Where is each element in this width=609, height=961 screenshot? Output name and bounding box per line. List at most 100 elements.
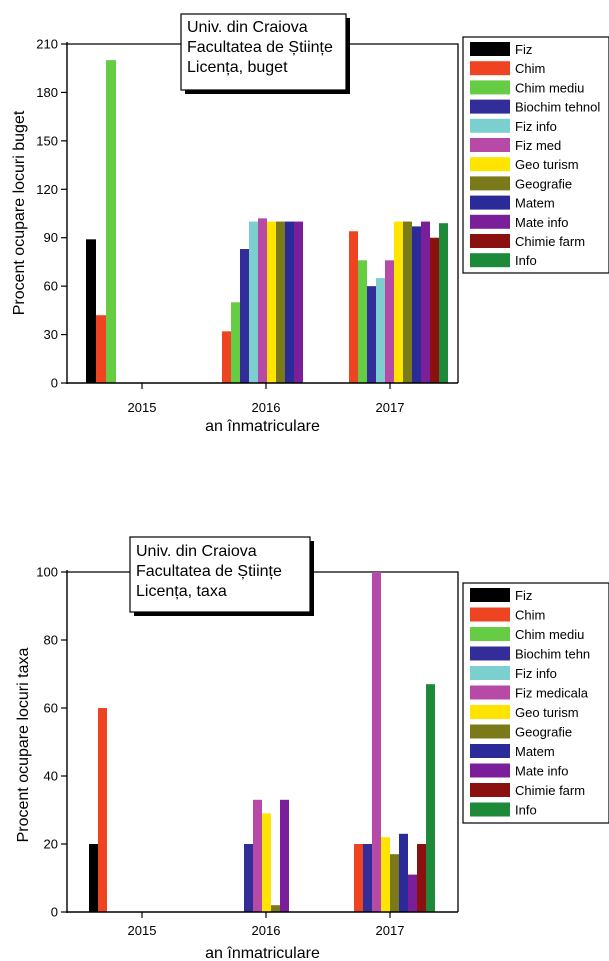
legend-label: Fiz med <box>515 138 561 153</box>
legend-label: Geo turism <box>515 157 579 172</box>
legend-label: Chimie farm <box>515 783 585 798</box>
legend-label: Chim mediu <box>515 80 584 95</box>
legend-swatch <box>470 588 510 602</box>
bar <box>412 226 421 383</box>
bar <box>417 844 426 912</box>
bar <box>280 799 289 912</box>
bar <box>98 708 107 912</box>
legend-label: Mate info <box>515 764 568 779</box>
legend-swatch <box>470 685 510 700</box>
bar <box>276 221 285 383</box>
y-tick-label: 0 <box>51 905 58 920</box>
legend-label: Chimie farm <box>515 234 585 249</box>
y-tick-label: 90 <box>44 230 58 245</box>
legend-swatch <box>470 607 510 622</box>
bar <box>385 260 394 383</box>
legend-swatch <box>470 118 510 133</box>
y-tick-label: 210 <box>36 37 58 52</box>
bar <box>294 221 303 383</box>
bar <box>376 278 385 383</box>
legend-swatch <box>470 744 510 758</box>
bar <box>367 286 376 383</box>
legend-label: Geografie <box>515 725 572 740</box>
bar <box>358 260 367 383</box>
legend-label: Fiz <box>515 42 532 57</box>
bar <box>231 302 240 383</box>
legend-label: Info <box>515 253 537 268</box>
legend-swatch <box>470 783 510 797</box>
legend-swatch <box>470 157 510 172</box>
annotation-box <box>129 536 311 613</box>
bar <box>349 231 358 383</box>
legend-label: Biochim tehnol <box>515 100 600 115</box>
bar <box>372 572 381 912</box>
y-tick-label: 120 <box>36 182 58 197</box>
annotation-line: Licența, taxa <box>136 583 227 600</box>
y-tick-label: 150 <box>36 133 58 148</box>
legend-label: Matem <box>515 744 555 759</box>
annotation-box <box>180 13 347 91</box>
legend-label: Geografie <box>515 176 572 191</box>
bar <box>89 844 98 912</box>
legend-box <box>462 36 609 274</box>
y-tick-label: 40 <box>44 769 58 784</box>
bar <box>106 60 116 384</box>
x-axis-title: an înmatriculare <box>205 418 320 435</box>
legend-swatch <box>470 705 510 719</box>
bar <box>249 221 258 383</box>
y-tick-label: 60 <box>44 701 58 716</box>
y-axis-title: Procent ocupare locuri taxa <box>15 648 32 843</box>
legend-swatch <box>470 99 510 114</box>
legend-label: Chim <box>515 61 545 76</box>
annotation-line: Facultatea de Științe <box>136 563 282 580</box>
x-tick-label: 2016 <box>252 400 281 415</box>
legend-label: Fiz medicala <box>515 686 589 701</box>
bar <box>258 218 267 383</box>
legend-label: Chim <box>515 608 545 623</box>
bar <box>421 221 430 383</box>
annotation-line: Licența, buget <box>187 59 288 76</box>
legend-label: Chim mediu <box>515 627 584 642</box>
legend-swatch <box>470 802 510 817</box>
legend-swatch <box>470 763 510 778</box>
bar <box>285 221 294 383</box>
bar <box>381 837 390 912</box>
legend-label: Geo turism <box>515 705 579 720</box>
y-tick-label: 20 <box>44 837 58 852</box>
legend-label: Fiz info <box>515 119 557 134</box>
legend-label: Fiz info <box>515 666 557 681</box>
y-tick-label: 180 <box>36 85 58 100</box>
annotation-line: Univ. din Craiova <box>187 19 308 36</box>
x-axis-title: an înmatriculare <box>205 945 320 961</box>
bar <box>394 221 403 383</box>
legend-swatch <box>470 214 510 229</box>
y-tick-label: 80 <box>44 633 58 648</box>
legend-swatch <box>470 724 510 739</box>
legend-swatch <box>470 234 510 248</box>
bar <box>399 833 408 912</box>
bar <box>354 844 363 912</box>
x-tick-label: 2015 <box>128 400 157 415</box>
bar <box>271 905 280 912</box>
legend-swatch <box>470 61 510 76</box>
legend-swatch <box>470 666 510 680</box>
bar <box>86 239 96 383</box>
bar <box>363 844 372 912</box>
y-tick-label: 30 <box>44 327 58 342</box>
legend-swatch <box>470 646 510 661</box>
legend-swatch <box>470 253 510 268</box>
bar <box>403 221 412 383</box>
bar <box>222 331 231 383</box>
x-tick-label: 2015 <box>128 923 157 938</box>
bar <box>390 854 399 912</box>
chart-2: 0 20 40 60 80 100 2015 2016 2017 an înmatriculare… <box>15 536 609 961</box>
bar <box>240 249 249 383</box>
bar <box>267 221 276 383</box>
legend-swatch <box>470 195 510 210</box>
bar <box>439 223 448 383</box>
chart-1: 0 30 60 90 120 150 180 210 2015 2016 2017 an înmatr… <box>11 13 609 435</box>
annotation-line: Univ. din Craiova <box>136 543 257 560</box>
legend-label: Fiz <box>515 588 532 603</box>
y-tick-label: 60 <box>44 279 58 294</box>
bar <box>244 844 253 912</box>
